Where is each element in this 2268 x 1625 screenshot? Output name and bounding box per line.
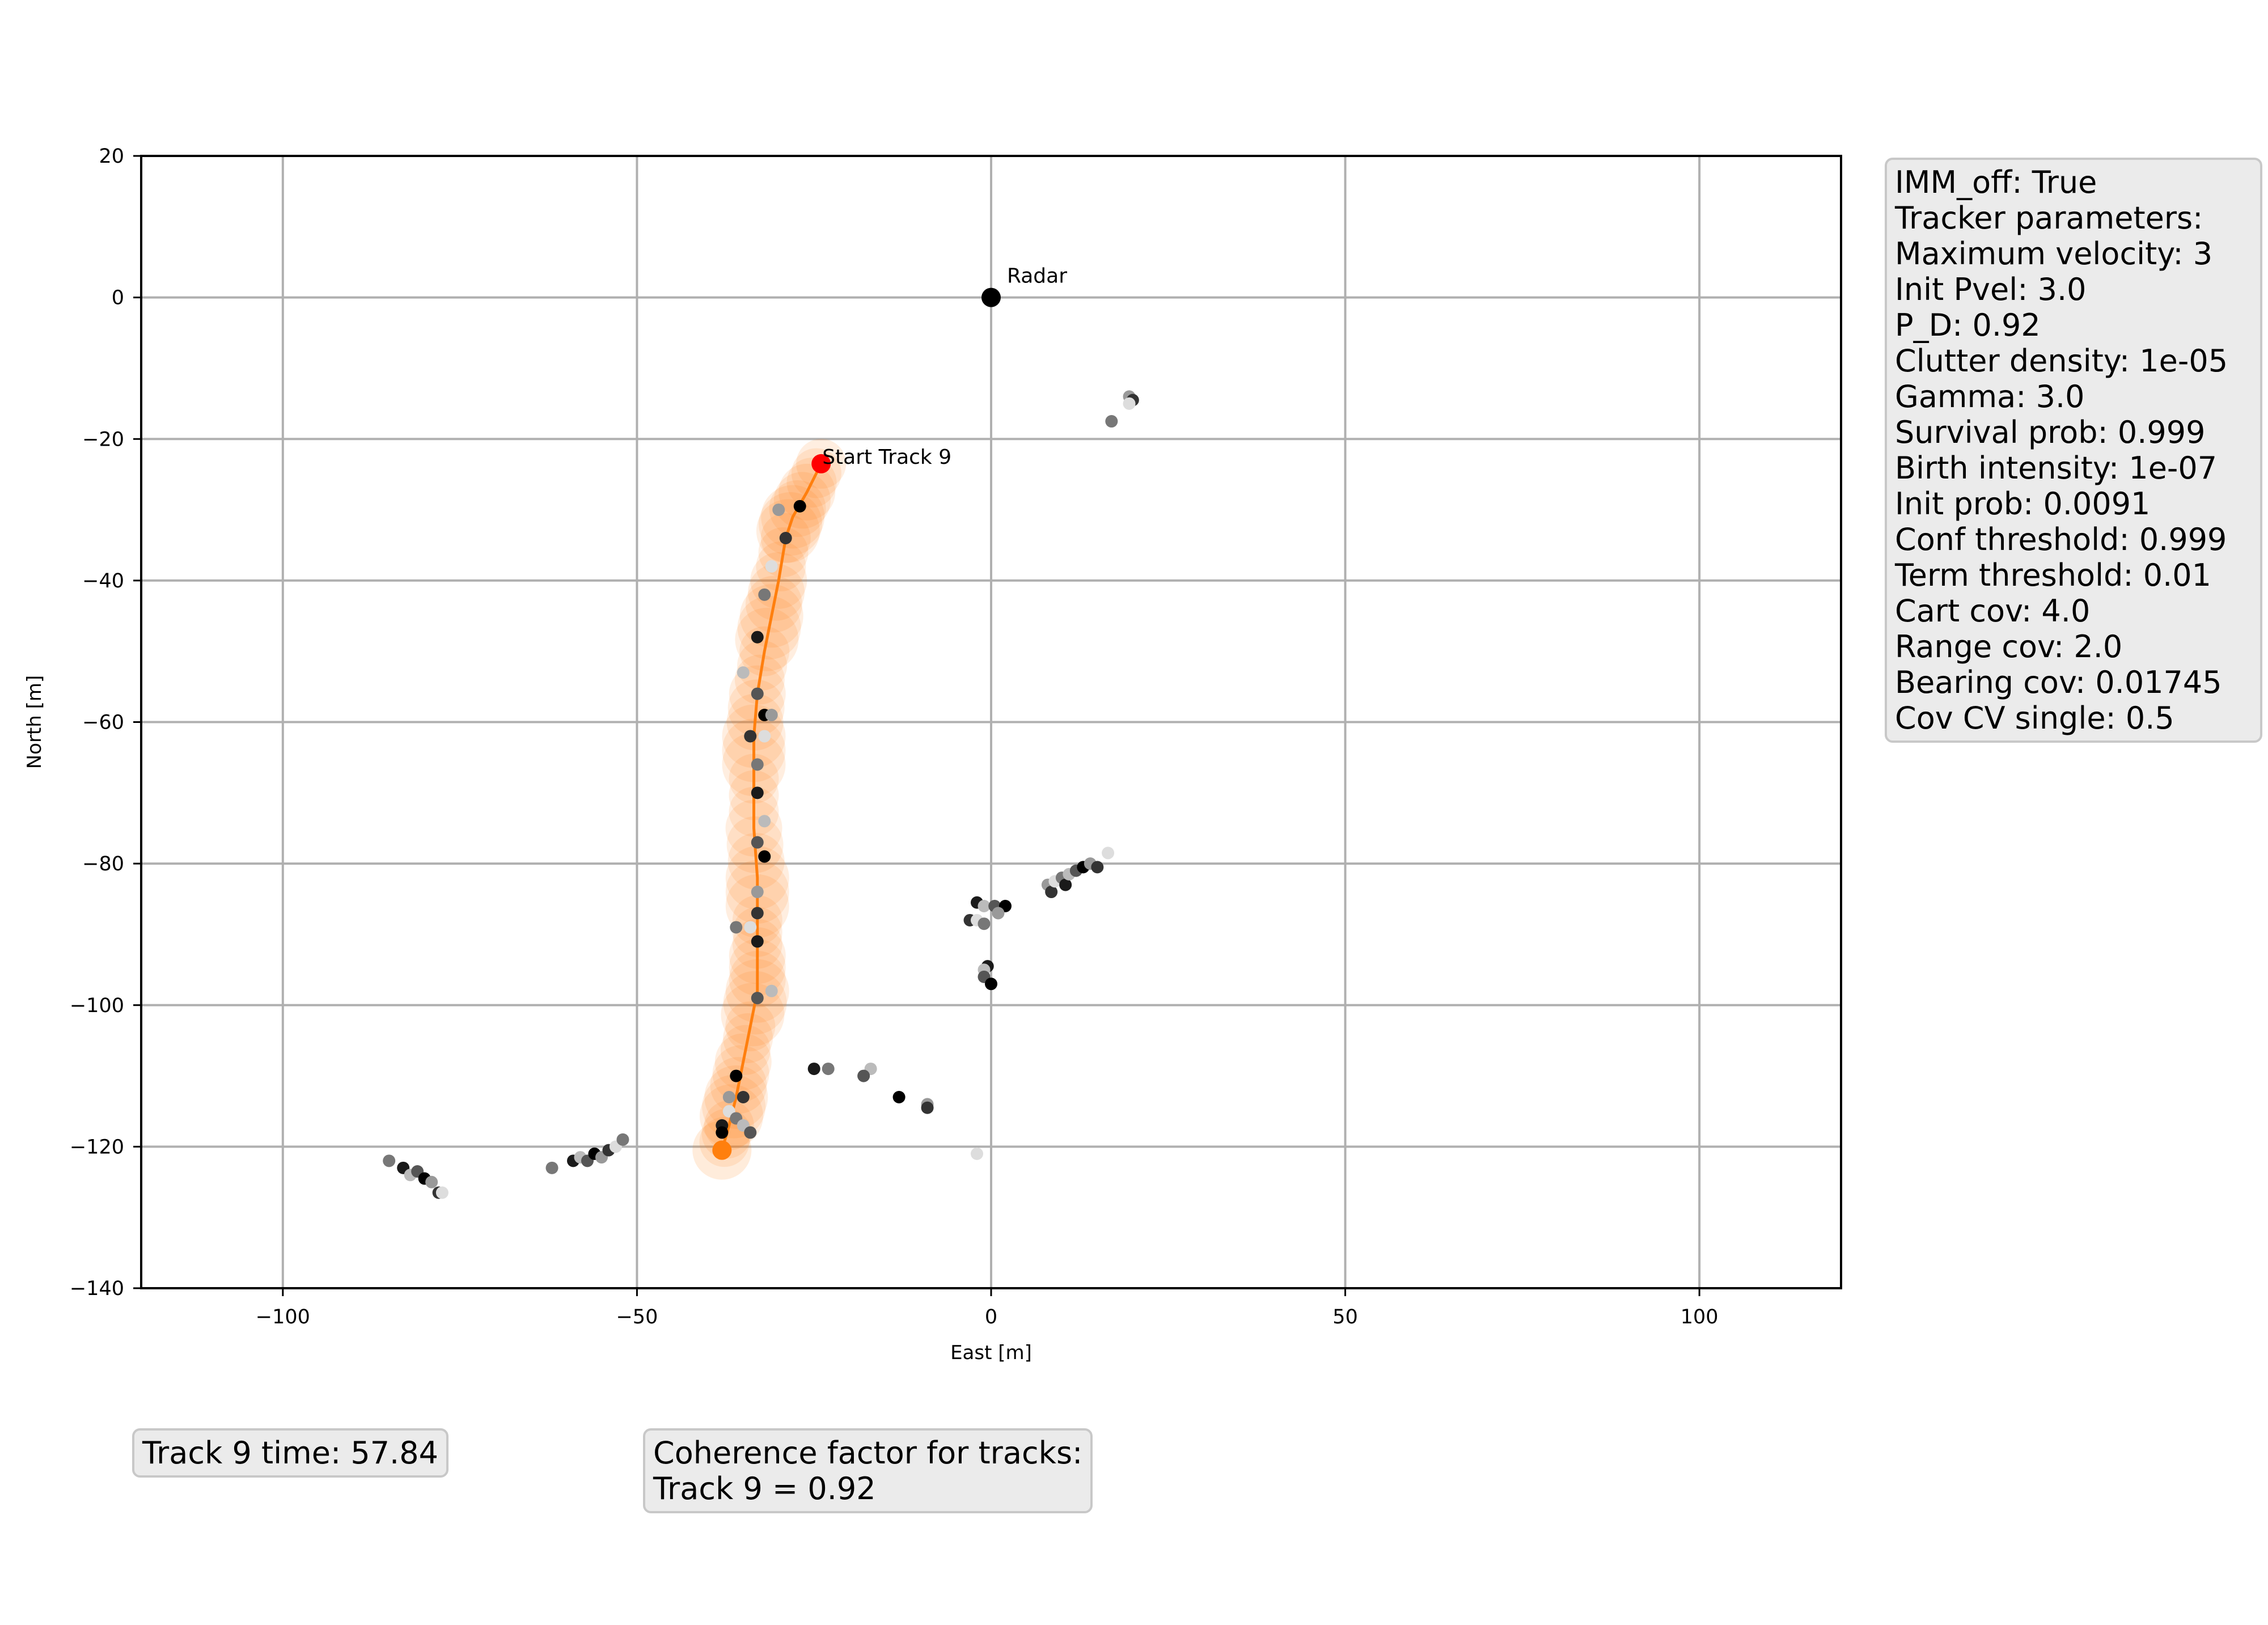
coherence-factor-box: Coherence factor for tracks: Track 9 = 0.…: [643, 1428, 1093, 1513]
annotation-label: Radar: [1007, 265, 1067, 288]
y-tick-label: −140: [70, 1277, 124, 1300]
y-tick-label: −40: [82, 570, 124, 593]
detection-point: [1091, 861, 1104, 874]
detection-point: [758, 730, 771, 743]
detection-point: [921, 1101, 934, 1114]
axis-ticks: −100 −50 0 50 100 20 0 −20 −40 −60 −80 −100 −120 −140: [70, 145, 1719, 1328]
annotation-layer: Radar Start Track 9: [822, 265, 1067, 469]
detection-point: [779, 531, 792, 544]
parameter-line: Init Pvel: 3.0: [1895, 272, 2087, 307]
detection-point: [978, 900, 991, 913]
track-end-marker: [712, 1140, 732, 1160]
x-tick-label: −100: [256, 1306, 310, 1328]
detection-point: [751, 836, 764, 849]
detection-point: [772, 503, 785, 517]
detection-point: [822, 1063, 835, 1076]
detection-point: [857, 1069, 870, 1082]
y-axis-label: North [m]: [23, 675, 46, 769]
detection-point: [744, 1126, 757, 1139]
grid-lines: [141, 156, 1841, 1288]
detection-point: [545, 1161, 558, 1174]
detection-point: [751, 886, 764, 899]
parameter-line: Clutter density: 1e-05: [1895, 343, 2228, 379]
detection-point: [435, 1186, 448, 1199]
x-axis-label: East [m]: [950, 1342, 1032, 1364]
detection-point: [751, 758, 764, 771]
parameter-line: Init prob: 0.0091: [1895, 486, 2151, 522]
y-tick-label: −20: [82, 428, 124, 451]
detection-point: [1123, 397, 1136, 410]
detection-point: [716, 1126, 729, 1139]
detection-point: [985, 977, 997, 991]
parameter-line: Cart cov: 4.0: [1895, 593, 2091, 629]
track-start-marker: [811, 454, 831, 473]
detection-point: [744, 921, 757, 934]
x-tick-label: 100: [1681, 1306, 1719, 1328]
parameter-line: Term threshold: 0.01: [1895, 557, 2211, 593]
detection-point: [1045, 886, 1058, 899]
detection-point: [1102, 847, 1115, 860]
x-tick-label: 50: [1332, 1306, 1358, 1328]
parameter-line: Range cov: 2.0: [1895, 629, 2123, 665]
detection-point: [737, 666, 750, 679]
detection-point: [751, 907, 764, 920]
parameter-line: Birth intensity: 1e-07: [1895, 450, 2218, 486]
parameter-line: Maximum velocity: 3: [1895, 236, 2213, 272]
tracker-parameters-box: IMM_off: True Tracker parameters: Maximum …: [1885, 158, 2262, 743]
parameter-line: Bearing cov: 0.01745: [1895, 665, 2222, 700]
y-tick-label: 0: [112, 287, 124, 310]
detection-point: [744, 730, 757, 743]
detection-point: [730, 921, 743, 934]
detection-point: [737, 1091, 750, 1104]
detection-layer: [383, 287, 1139, 1199]
detection-point: [971, 1147, 984, 1160]
parameter-line: Survival prob: 0.999: [1895, 414, 2206, 450]
detection-point: [425, 1175, 438, 1188]
detection-point: [765, 984, 778, 997]
detection-point: [730, 1069, 743, 1082]
y-tick-label: −100: [70, 995, 124, 1017]
parameter-line: Cov CV single: 0.5: [1895, 700, 2174, 736]
y-tick-label: −120: [70, 1136, 124, 1158]
detection-point: [892, 1091, 905, 1104]
coherence-line: Track 9 = 0.92: [653, 1471, 876, 1506]
radar-marker: [981, 287, 1001, 307]
x-tick-label: 0: [985, 1306, 997, 1328]
x-tick-label: −50: [616, 1306, 658, 1328]
y-tick-label: −60: [82, 712, 124, 734]
parameter-line: Conf threshold: 0.999: [1895, 522, 2227, 557]
detection-point: [978, 917, 991, 930]
detection-point: [1059, 878, 1072, 891]
y-tick-label: 20: [99, 145, 124, 168]
detection-point: [793, 500, 806, 513]
detection-point: [616, 1133, 629, 1146]
detection-point: [765, 709, 778, 722]
detection-point: [751, 630, 764, 644]
detection-point: [722, 1091, 735, 1104]
detection-point: [807, 1063, 820, 1076]
detection-point: [992, 907, 1005, 920]
track-layer: [692, 438, 847, 1180]
detection-point: [751, 687, 764, 700]
track-time-text: Track 9 time: 57.84: [142, 1435, 438, 1471]
parameter-line: Gamma: 3.0: [1895, 379, 2085, 414]
detection-point: [751, 786, 764, 799]
parameter-line: P_D: 0.92: [1895, 307, 2041, 343]
detection-point: [383, 1154, 396, 1167]
track-9-path: [720, 463, 823, 1151]
detection-point: [751, 992, 764, 1005]
annotation-label: Start Track 9: [822, 446, 951, 469]
parameter-line: Tracker parameters:: [1895, 200, 2203, 236]
detection-point: [751, 935, 764, 948]
detection-point: [758, 815, 771, 828]
detection-point: [1105, 415, 1118, 428]
parameter-line: IMM_off: True: [1895, 164, 2097, 200]
detection-point: [758, 850, 771, 863]
detection-point: [765, 560, 778, 573]
track-time-box: Track 9 time: 57.84: [132, 1428, 448, 1478]
detection-point: [758, 588, 771, 601]
y-tick-label: −80: [82, 853, 124, 875]
coherence-line: Coherence factor for tracks:: [653, 1435, 1083, 1471]
